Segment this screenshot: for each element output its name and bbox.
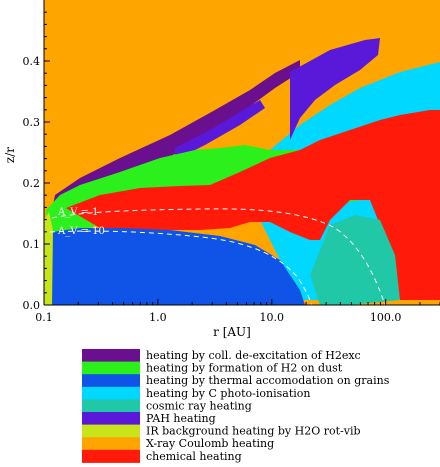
contour-av1 — [51, 208, 386, 305]
legend-swatch — [82, 374, 140, 388]
y-tick-label: 0.2 — [23, 177, 41, 190]
region-pah — [290, 38, 380, 140]
legend-swatch — [82, 437, 140, 451]
legend: heating by coll. de-excitation of H2exch… — [82, 349, 390, 463]
legend-label: chemical heating — [146, 450, 242, 463]
y-axis-title: z/r — [3, 147, 17, 163]
x-tick-label: 0.1 — [35, 311, 53, 324]
legend-swatch — [82, 424, 140, 438]
legend-label: cosmic ray heating — [146, 399, 252, 412]
annotation-av10: A_V = 10 — [57, 226, 105, 237]
x-axis-ticks: 0.1 1.0 10.0 100.0 — [35, 299, 440, 324]
y-tick-label: 0.3 — [23, 116, 41, 129]
y-tick-label: 0.1 — [23, 238, 41, 251]
region-cosmic-ray — [310, 215, 400, 305]
region-thermal-accomodation — [52, 228, 305, 305]
region-pah-upper — [175, 100, 265, 160]
legend-swatch — [82, 349, 140, 363]
x-tick-label: 100.0 — [370, 311, 402, 324]
legend-label: X-ray Coulomb heating — [146, 437, 274, 450]
legend-swatch — [82, 449, 140, 463]
y-tick-label: 0.0 — [23, 299, 41, 312]
y-axis-ticks: 0.0 0.1 0.2 0.3 0.4 — [23, 11, 50, 312]
x-tick-label: 1.0 — [149, 311, 167, 324]
heatmap-regions: A_V = 1 A_V = 10 — [44, 0, 440, 305]
legend-label: heating by formation of H2 on dust — [146, 362, 343, 375]
legend-label: heating by thermal accomodation on grain… — [146, 374, 390, 387]
region-h2exc-band — [48, 60, 300, 240]
legend-swatch — [82, 412, 140, 426]
legend-swatch — [82, 361, 140, 375]
legend-label: IR background heating by H2O rot-vib — [146, 425, 361, 438]
contour-av10 — [49, 230, 313, 305]
x-tick-label: 10.0 — [260, 311, 285, 324]
annotation-av1: A_V = 1 — [57, 207, 99, 218]
region-chemical — [66, 110, 440, 300]
legend-label: heating by coll. de-excitation of H2exc — [146, 349, 361, 362]
x-axis-title: r [AU] — [213, 325, 251, 339]
legend-label: PAH heating — [146, 412, 216, 425]
region-ir-background — [44, 212, 53, 305]
legend-swatch — [82, 386, 140, 400]
y-tick-label: 0.4 — [23, 55, 41, 68]
legend-label: heating by C photo-ionisation — [146, 387, 310, 400]
legend-swatch — [82, 399, 140, 413]
